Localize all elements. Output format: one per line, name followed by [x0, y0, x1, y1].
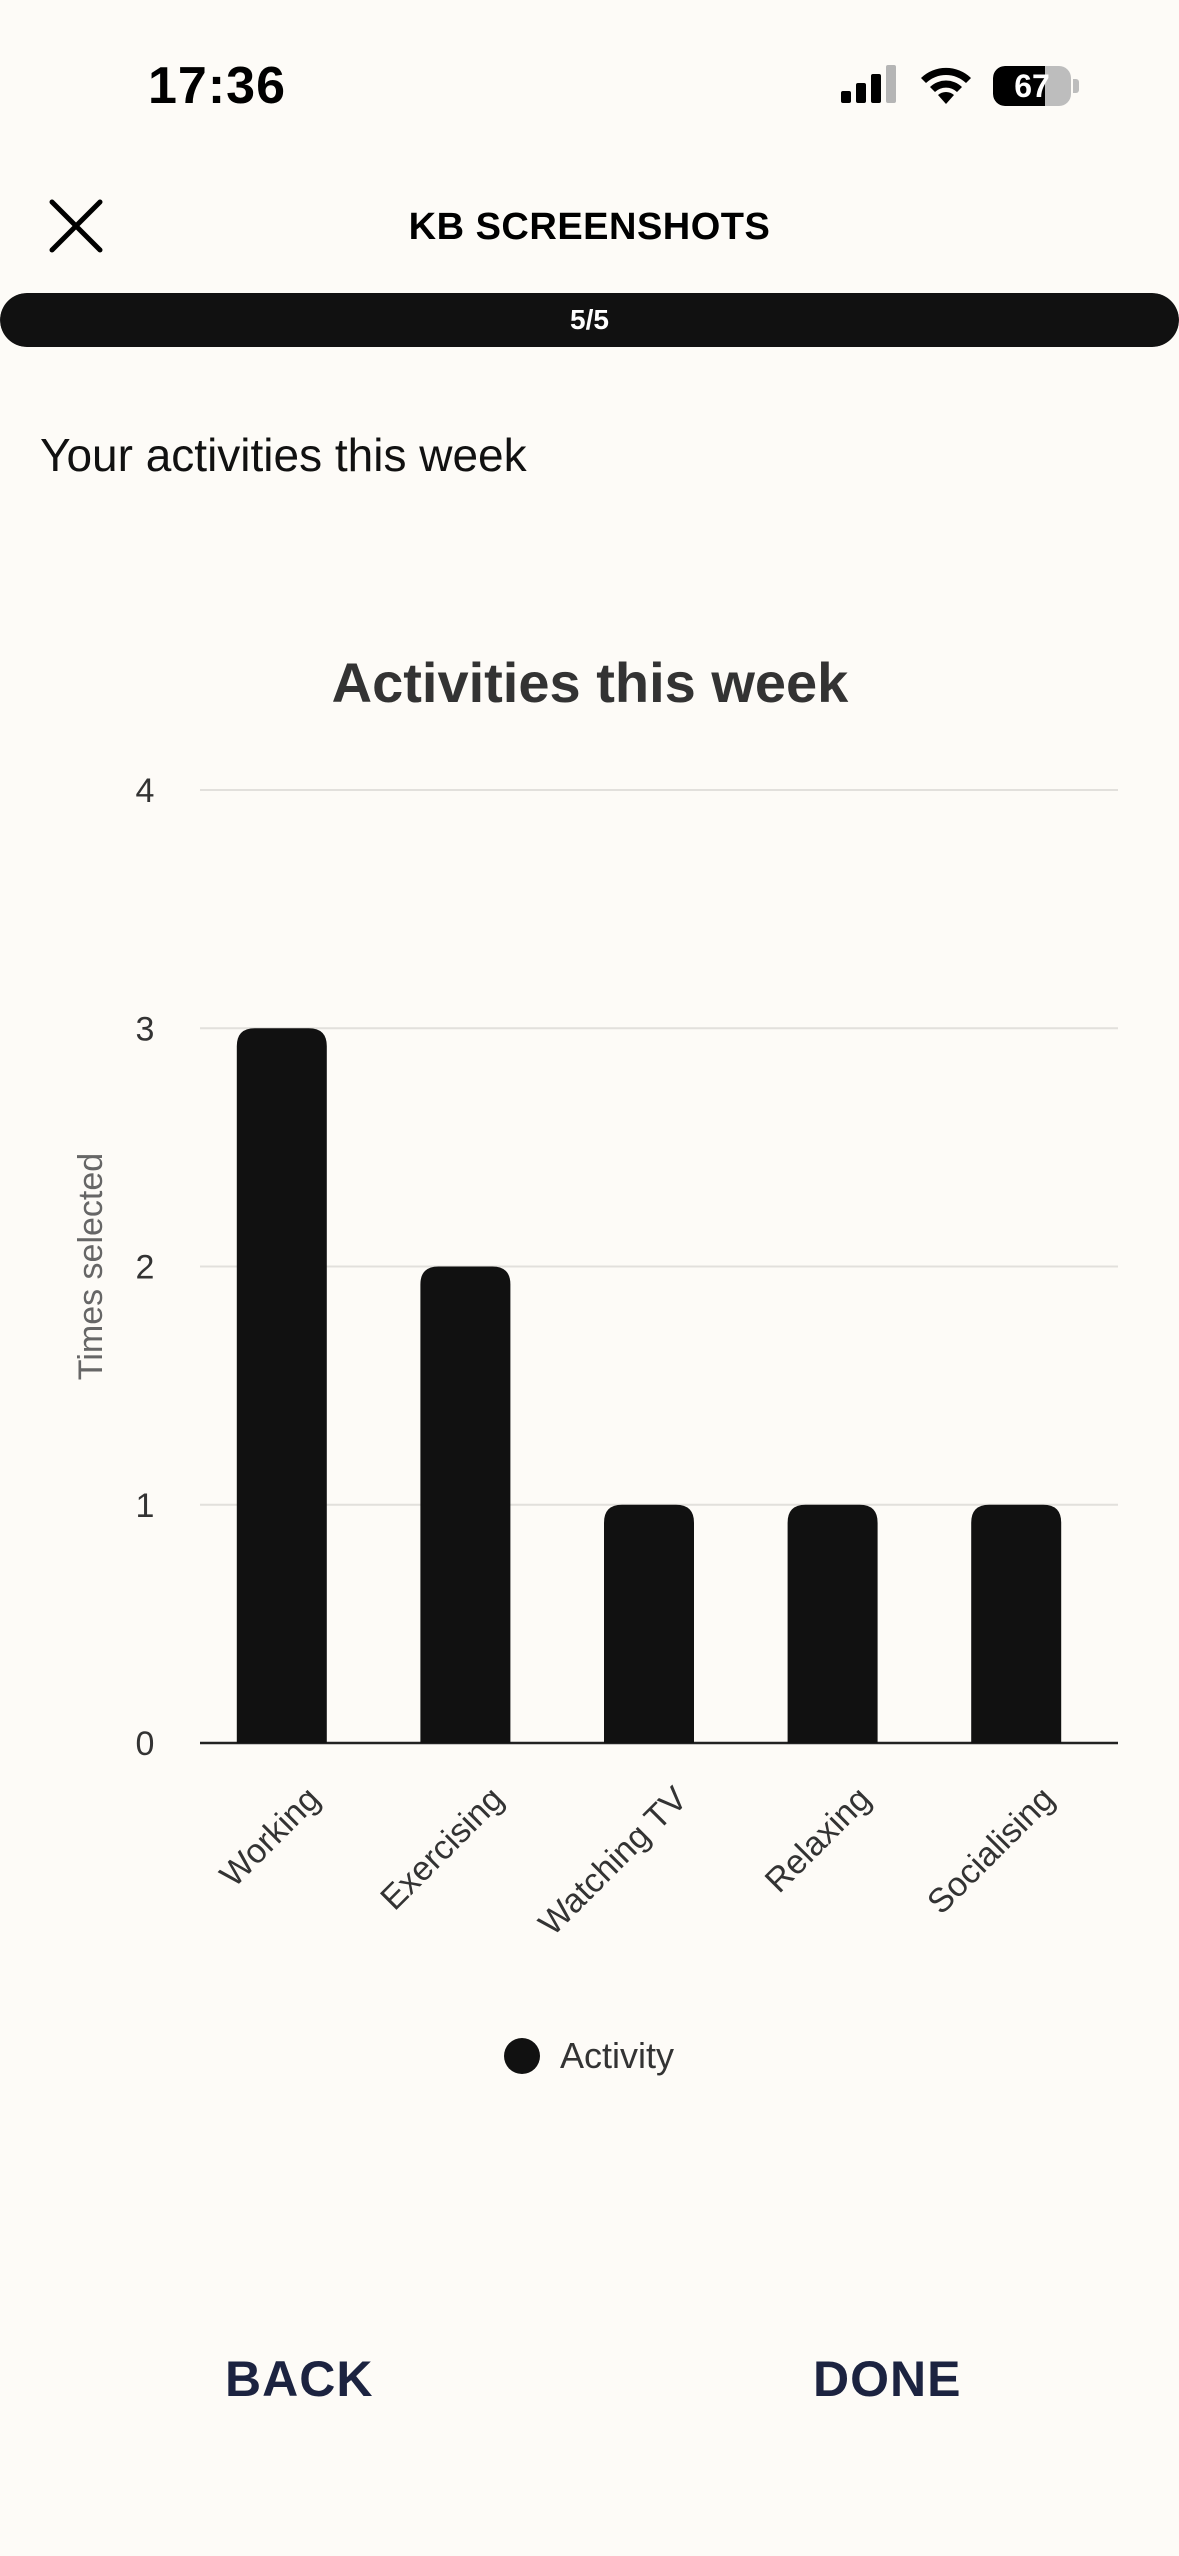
- legend-label: Activity: [560, 2035, 674, 2076]
- x-tick-label: Socialising: [920, 1780, 1062, 1922]
- bar-watching-tv: [604, 1504, 694, 1743]
- progress-label: 5/5: [570, 304, 609, 335]
- y-axis-label: Times selected: [72, 1153, 110, 1380]
- y-tick-label: 0: [136, 1725, 155, 1763]
- close-icon: [49, 199, 103, 253]
- bar-working: [236, 1028, 327, 1743]
- status-icons: 67: [841, 62, 1079, 110]
- x-tick-label: Watching TV: [531, 1780, 694, 1943]
- x-tick-label: Exercising: [373, 1780, 511, 1918]
- legend-swatch: [504, 2038, 540, 2074]
- y-tick-label: 4: [136, 772, 155, 810]
- battery-fill: [993, 66, 1046, 106]
- battery-icon: 67: [993, 66, 1071, 106]
- progress-fill: [0, 293, 1179, 347]
- bar-exercising: [420, 1266, 511, 1743]
- status-bar: 17:36 67: [0, 0, 1179, 170]
- chart-title: Activities this week: [332, 651, 850, 714]
- wifi-icon: [919, 64, 973, 109]
- battery-cap: [1073, 79, 1079, 93]
- x-tick-label: Working: [213, 1780, 328, 1895]
- chart-svg: Activities this week Times selected 0 1 2 3 4 W…: [72, 651, 1118, 2076]
- cellular-signal-icon: [841, 64, 899, 108]
- bar-relaxing: [787, 1504, 878, 1743]
- y-tick-label: 3: [136, 1010, 155, 1048]
- done-button[interactable]: DONE: [793, 2340, 981, 2418]
- back-button[interactable]: BACK: [205, 2340, 393, 2418]
- x-tick-label: Relaxing: [758, 1780, 878, 1900]
- page-heading: Your activities this week: [40, 429, 527, 481]
- y-tick-label: 1: [136, 1487, 155, 1525]
- battery-percentage: 67: [1014, 67, 1050, 104]
- page-title: KB SCREENSHOTS: [408, 206, 771, 248]
- activities-chart: Activities this week Times selected 0 1 2 3 4 W…: [0, 640, 1179, 2100]
- progress-bar: 5/5: [0, 293, 1179, 347]
- header: KB SCREENSHOTS: [0, 170, 1179, 290]
- bar-socialising: [971, 1504, 1062, 1743]
- close-button[interactable]: [40, 190, 112, 262]
- y-tick-label: 2: [136, 1249, 155, 1287]
- status-time: 17:36: [148, 57, 286, 115]
